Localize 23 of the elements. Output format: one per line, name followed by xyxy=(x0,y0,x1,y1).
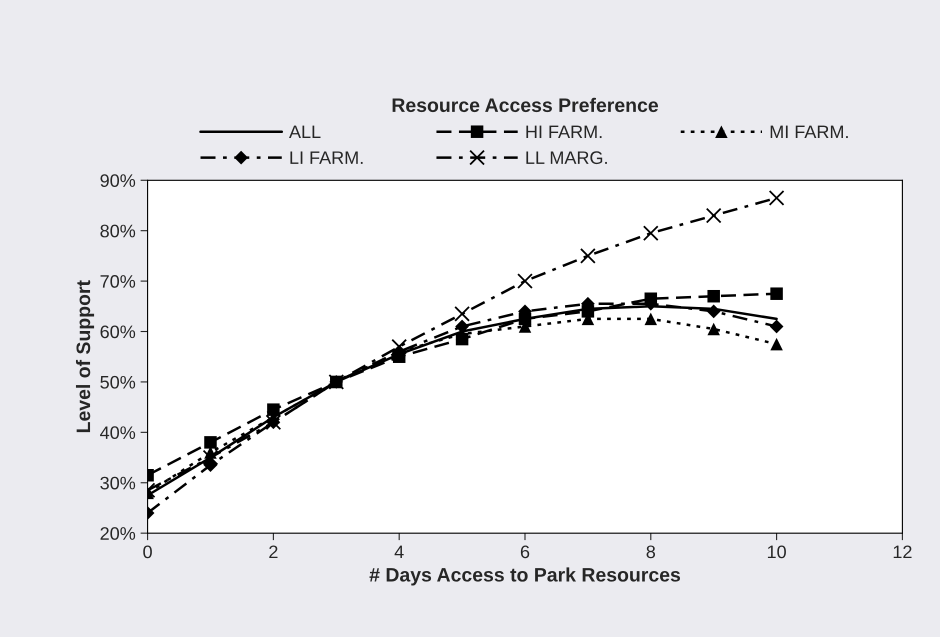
x-axis-title: # Days Access to Park Resources xyxy=(370,567,680,586)
legend-label: LL MARG. xyxy=(526,151,607,164)
legend-label: ALL xyxy=(289,126,321,138)
y-tick-label: 70% xyxy=(100,275,136,288)
x-tick-label: 10 xyxy=(768,545,786,558)
x-tick-label: 0 xyxy=(143,545,152,558)
y-axis-title: Level of Support xyxy=(76,280,94,432)
legend-title: Resource Access Preference xyxy=(392,98,658,112)
y-tick-label: 40% xyxy=(100,426,136,440)
y-tick-label: 80% xyxy=(100,224,136,238)
legend-label: LI FARM. xyxy=(290,151,363,164)
y-tick-label: 50% xyxy=(100,376,136,389)
y-tick-label: 30% xyxy=(100,476,136,490)
legend-label: HI FARM. xyxy=(526,126,602,138)
x-tick-label: 4 xyxy=(394,546,404,558)
y-tick-label: 20% xyxy=(100,527,136,540)
legend-label: MI FARM. xyxy=(770,126,848,138)
y-tick-label: 60% xyxy=(100,325,136,338)
x-tick-label: 2 xyxy=(269,545,278,558)
y-tick-label: 90% xyxy=(100,174,136,187)
x-tick-label: 12 xyxy=(894,545,912,558)
x-tick-label: 6 xyxy=(520,545,530,558)
x-tick-label: 8 xyxy=(646,545,656,558)
